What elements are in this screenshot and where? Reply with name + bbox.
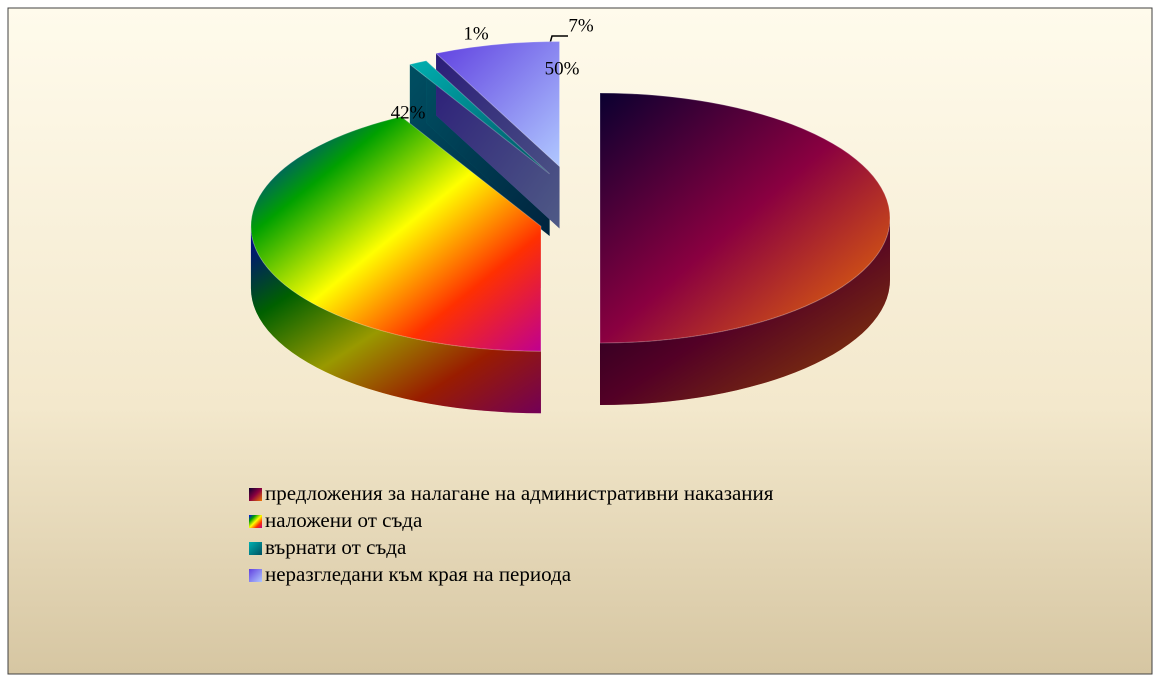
legend-label: предложения за налагане на административ… (265, 481, 774, 505)
data-label: 1% (463, 23, 489, 44)
slice-side-shade (600, 218, 890, 405)
legend-swatch (249, 569, 262, 582)
legend-label: неразгледани към края на периода (265, 562, 572, 586)
slice-side (250, 226, 541, 414)
legend: предложения за налагане на административ… (249, 481, 774, 586)
data-label: 50% (545, 58, 580, 79)
slice-side-shade (250, 226, 541, 414)
legend-swatch (249, 488, 262, 501)
data-labels: 50% 42% 1% 7% (391, 15, 594, 123)
plot-area (7, 7, 1153, 675)
legend-label: наложени от съда (265, 508, 423, 532)
slice-side (600, 218, 890, 405)
slice (434, 40, 561, 168)
legend-swatch (249, 542, 262, 555)
legend-label: върнати от съда (265, 535, 407, 559)
slice (599, 92, 891, 344)
data-label: 42% (391, 102, 426, 123)
data-label: 7% (568, 15, 594, 36)
pie-tops (250, 40, 891, 352)
slice-cut-shade (436, 53, 560, 229)
slice (408, 60, 550, 175)
legend-swatch (249, 515, 262, 528)
slice (250, 116, 542, 352)
